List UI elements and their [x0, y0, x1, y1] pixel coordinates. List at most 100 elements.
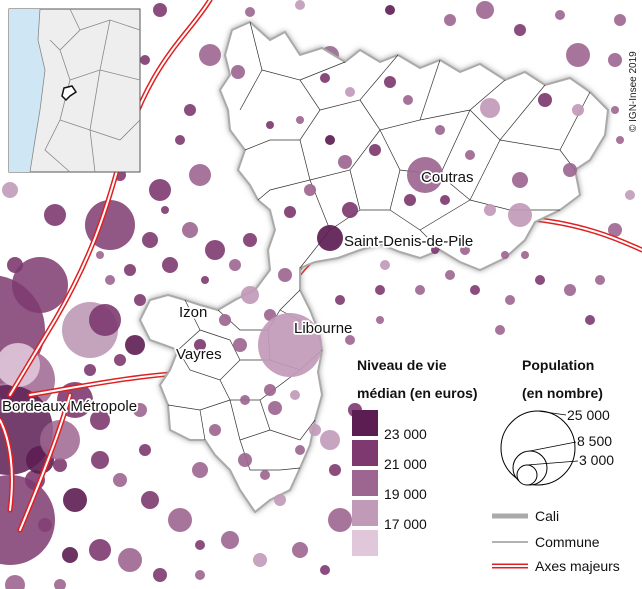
population-circle [209, 424, 221, 436]
population-circle [260, 470, 270, 480]
population-circle [295, 0, 305, 10]
legend-population-title-2: (en nombre) [522, 385, 603, 401]
population-circle [292, 542, 308, 558]
population-circle [566, 43, 590, 67]
legend-swatch [352, 470, 378, 496]
population-circle [444, 14, 456, 26]
population-circle [141, 491, 159, 509]
population-circle [375, 285, 385, 295]
population-circle [114, 354, 126, 366]
population-circle [168, 508, 192, 532]
population-circle [329, 464, 341, 476]
population-circle [153, 3, 167, 17]
population-circle [431, 246, 439, 254]
population-circle [268, 401, 282, 415]
population-circle [338, 155, 352, 169]
population-circle [175, 135, 185, 145]
population-circle [320, 565, 330, 575]
legend-swatch-label: 19 000 [384, 486, 427, 502]
population-circle [2, 182, 18, 198]
population-circle [195, 540, 205, 550]
population-circle [89, 539, 111, 561]
population-circle [595, 275, 605, 285]
population-circle [221, 531, 239, 549]
population-circle [320, 73, 330, 83]
population-circle [53, 458, 67, 472]
population-circle [608, 223, 622, 237]
population-circle [555, 10, 565, 20]
population-circle [328, 508, 352, 532]
legend-axes: Axes majeurs [535, 558, 620, 574]
population-circle [440, 195, 450, 205]
population-circle [238, 453, 252, 467]
legend-swatch [352, 440, 378, 466]
population-circle [133, 403, 147, 417]
population-circle [140, 55, 150, 65]
population-circle [134, 294, 146, 306]
population-circle [460, 245, 470, 255]
population-circle [470, 285, 480, 295]
population-circle [274, 494, 286, 506]
population-circle [563, 163, 577, 177]
population-circle [512, 172, 528, 188]
population-circle [142, 232, 158, 248]
population-circle [345, 335, 355, 345]
population-circle [5, 575, 25, 589]
population-circle [63, 488, 87, 512]
population-circle [407, 157, 443, 193]
population-circle [304, 184, 316, 196]
label-vayres: Vayres [176, 346, 222, 363]
population-circle [309, 424, 321, 436]
population-circle [233, 338, 247, 352]
population-circle [90, 410, 110, 430]
population-circle [240, 395, 250, 405]
inset-sea [9, 9, 45, 172]
legend-swatch [352, 500, 378, 526]
population-circle [161, 206, 169, 214]
cali-population-circles [194, 65, 584, 506]
population-circle [149, 179, 171, 201]
population-circle [403, 95, 413, 105]
population-circle [192, 462, 208, 478]
legend-swatch-label: 23 000 [384, 426, 427, 442]
population-circle [113, 473, 127, 487]
population-circle [585, 315, 595, 325]
population-circle [182, 222, 198, 238]
population-circle [495, 325, 505, 335]
population-circle [243, 233, 257, 247]
population-circle [342, 202, 358, 218]
population-circle [445, 270, 455, 280]
population-circle [124, 264, 136, 276]
legend-commune: Commune [535, 534, 600, 550]
population-circle [296, 116, 304, 124]
population-circle [290, 390, 300, 400]
cali-territory [138, 20, 610, 514]
population-circle [241, 286, 259, 304]
population-circle [194, 339, 206, 351]
population-circle [535, 275, 545, 285]
population-circle [564, 284, 576, 296]
population-circle [189, 164, 211, 186]
population-circle [572, 104, 584, 116]
credit: © IGN-Insee 2019 [628, 51, 639, 132]
population-circle [84, 364, 96, 376]
population-circle [608, 53, 622, 67]
population-circle [44, 204, 66, 226]
population-circle [384, 76, 396, 88]
population-circle [320, 430, 340, 450]
population-circle [508, 203, 532, 227]
population-circle [404, 194, 416, 206]
label-coutras: Coutras [421, 169, 474, 186]
population-circle [199, 44, 221, 66]
population-circle [264, 384, 276, 396]
legend-level: Niveau de vie médian (en euros) 23 000 21… [352, 357, 478, 556]
population-circle [266, 121, 274, 129]
legend-pop-3000: 3 000 [579, 452, 614, 468]
legend-swatch-label: 17 000 [384, 516, 427, 532]
population-circle [205, 240, 225, 260]
population-circle [476, 1, 494, 19]
label-saint-denis-de-pile: Saint-Denis-de-Pile [344, 233, 473, 250]
legend-lines: Cali Commune Axes majeurs [492, 508, 620, 574]
population-circle [625, 190, 635, 200]
population-circle [385, 5, 395, 15]
